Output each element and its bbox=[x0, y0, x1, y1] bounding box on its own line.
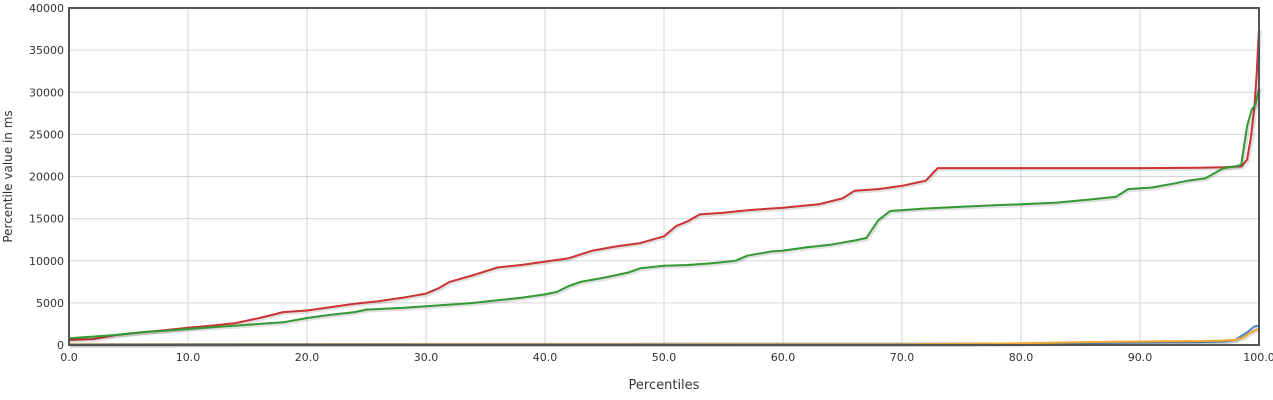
y-tick-label: 30000 bbox=[29, 86, 64, 99]
y-tick-label: 10000 bbox=[29, 255, 64, 268]
series-1-line bbox=[68, 87, 1260, 340]
axes: 0.0 10.0 20.0 30.0 40.0 50.0 60.0 70.0 80.0 90.0 1… bbox=[29, 2, 1273, 364]
x-tick-label: 80.0 bbox=[1009, 351, 1034, 364]
y-tick-label: 40000 bbox=[29, 2, 64, 15]
y-tick-label: 15000 bbox=[29, 213, 64, 226]
x-tick-label: 0.0 bbox=[60, 351, 78, 364]
y-tick-label: 20000 bbox=[29, 171, 64, 184]
x-tick-label: 10.0 bbox=[176, 351, 201, 364]
x-tick-label: 90.0 bbox=[1128, 351, 1153, 364]
x-tick-label: 30.0 bbox=[414, 351, 439, 364]
y-tick-label: 5000 bbox=[36, 297, 64, 310]
x-axis-label: Percentiles bbox=[629, 378, 700, 393]
x-tick-label: 60.0 bbox=[771, 351, 796, 364]
x-tick-label: 70.0 bbox=[890, 351, 915, 364]
x-tick-label: 40.0 bbox=[533, 351, 558, 364]
x-tick-label: 20.0 bbox=[295, 351, 320, 364]
x-tick-label: 50.0 bbox=[652, 351, 677, 364]
y-tick-label: 25000 bbox=[29, 128, 64, 141]
series-0-line bbox=[68, 29, 1260, 341]
plot-frame bbox=[68, 7, 1260, 346]
y-axis-label: Percentile value in ms bbox=[1, 110, 15, 242]
grid bbox=[69, 8, 1259, 345]
x-tick-label: 100.0 bbox=[1243, 351, 1273, 364]
y-tick-label: 0 bbox=[57, 339, 64, 352]
series-1-shadow bbox=[69, 88, 1262, 342]
y-tick-label: 35000 bbox=[29, 44, 64, 57]
